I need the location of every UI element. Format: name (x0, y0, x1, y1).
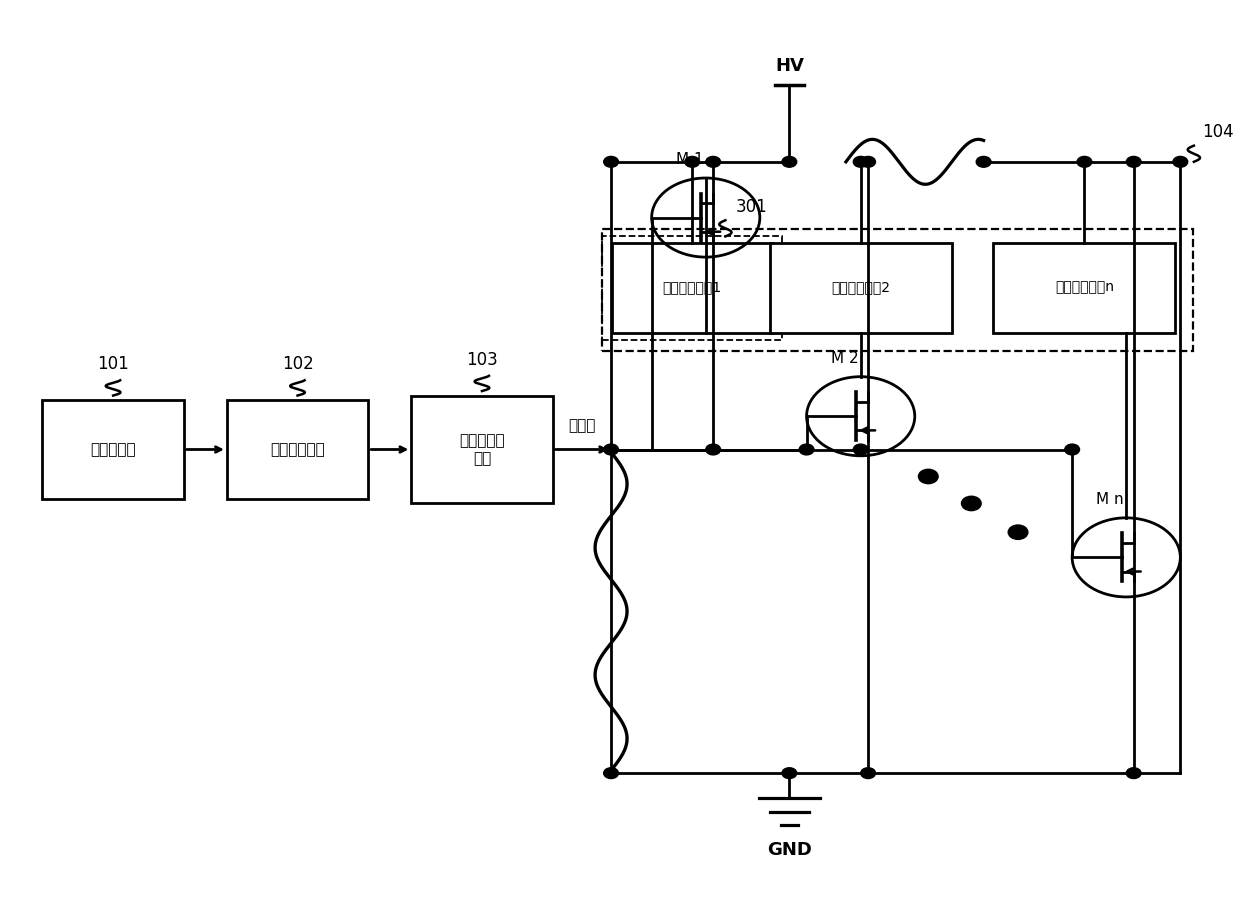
Text: M 1: M 1 (676, 152, 703, 167)
Circle shape (919, 469, 939, 484)
Text: 栅脉冲驱动
模块: 栅脉冲驱动 模块 (459, 433, 505, 466)
Text: HV: HV (775, 57, 804, 75)
Circle shape (604, 444, 619, 455)
Circle shape (861, 768, 875, 779)
Circle shape (1065, 444, 1080, 455)
Bar (227, 400, 368, 499)
Circle shape (1126, 156, 1141, 167)
Bar (42, 400, 184, 499)
Circle shape (853, 444, 868, 455)
Bar (613, 243, 773, 333)
Circle shape (782, 768, 797, 779)
Circle shape (706, 444, 720, 455)
Circle shape (800, 444, 813, 455)
Bar (412, 396, 553, 503)
Text: 102: 102 (281, 355, 314, 373)
Circle shape (604, 768, 619, 779)
Bar (770, 243, 951, 333)
Text: 高压控制单元2: 高压控制单元2 (831, 280, 890, 295)
Circle shape (1078, 156, 1091, 167)
Text: GND: GND (766, 841, 812, 859)
Text: 103: 103 (466, 351, 497, 369)
Circle shape (1008, 525, 1028, 539)
Text: 301: 301 (735, 198, 768, 216)
Bar (993, 243, 1176, 333)
Bar (603, 229, 1193, 351)
Circle shape (976, 156, 991, 167)
Circle shape (706, 156, 720, 167)
Bar (603, 236, 782, 340)
Circle shape (961, 496, 981, 511)
Text: 104: 104 (1203, 123, 1234, 141)
Circle shape (782, 156, 797, 167)
Circle shape (861, 156, 875, 167)
Circle shape (1173, 156, 1188, 167)
Text: 高压控制单元n: 高压控制单元n (1055, 280, 1114, 295)
Text: 光耦保护模块: 光耦保护模块 (270, 442, 325, 457)
Text: M n: M n (1096, 492, 1123, 507)
Circle shape (604, 156, 619, 167)
Text: 信号发生器: 信号发生器 (91, 442, 136, 457)
Text: 高压控制单元1: 高压控制单元1 (662, 280, 722, 295)
Text: 栅信号: 栅信号 (568, 418, 595, 433)
Circle shape (853, 156, 868, 167)
Circle shape (684, 156, 699, 167)
Text: 101: 101 (97, 355, 129, 373)
Circle shape (1126, 768, 1141, 779)
Text: M 2: M 2 (831, 351, 858, 366)
